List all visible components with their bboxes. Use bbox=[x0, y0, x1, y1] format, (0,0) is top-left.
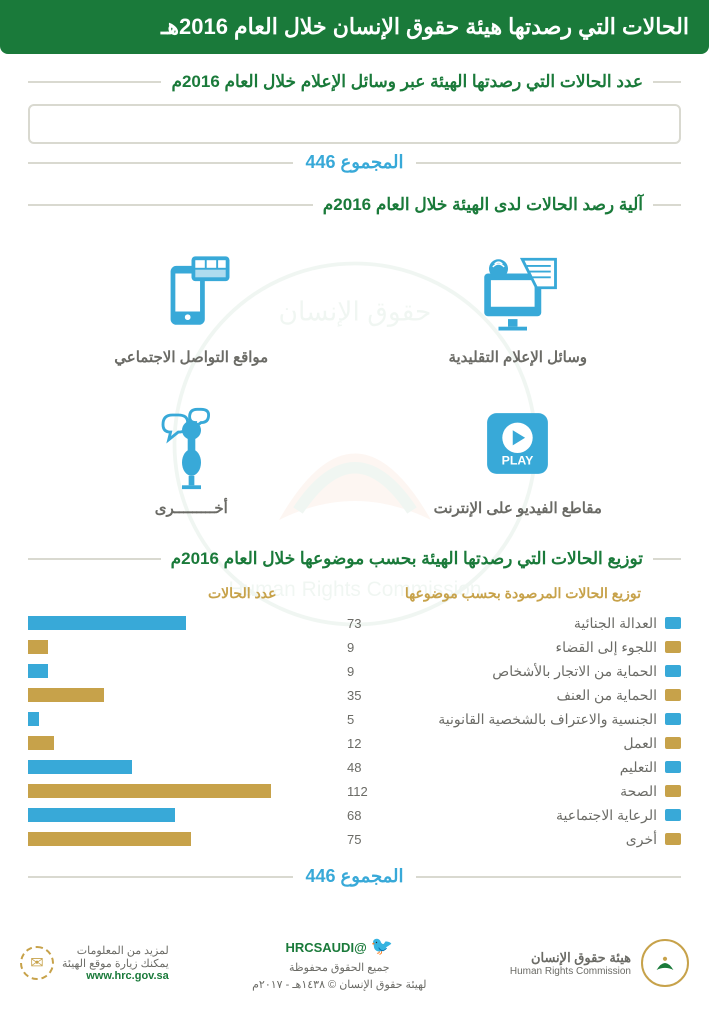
org-name-en: Human Rights Commission bbox=[510, 966, 631, 977]
section-media-count: عدد الحالات التي رصدتها الهيئة عبر وسائل… bbox=[28, 72, 681, 173]
chart-row: الجنسية والاعتراف بالشخصية القانونية 5 bbox=[28, 708, 681, 730]
website-url: www.hrc.gov.sa bbox=[62, 970, 169, 982]
bar bbox=[28, 808, 175, 822]
swatch bbox=[665, 785, 681, 797]
chart-row: اللجوء إلى القضاء 9 bbox=[28, 636, 681, 658]
footer-org: هيئة حقوق الإنسان Human Rights Commissio… bbox=[510, 939, 689, 987]
swatch bbox=[665, 761, 681, 773]
value-number: 75 bbox=[341, 832, 381, 847]
chart-row: الحماية من العنف 35 bbox=[28, 684, 681, 706]
rights-text: جميع الحقوق محفوظة bbox=[252, 960, 426, 977]
section2-title: آلية رصد الحالات لدى الهيئة خلال العام 2… bbox=[323, 195, 643, 215]
method-social-media: مواقع التواصل الاجتماعي bbox=[58, 245, 325, 366]
category-label: العدالة الجنائية bbox=[574, 615, 657, 632]
swatch bbox=[665, 689, 681, 701]
col-count: عدد الحالات bbox=[208, 585, 276, 602]
social-media-icon bbox=[144, 245, 239, 340]
distribution-chart: العدالة الجنائية73اللجوء إلى القضاء9الحم… bbox=[28, 612, 681, 858]
swatch bbox=[665, 617, 681, 629]
swatch bbox=[665, 833, 681, 845]
swatch bbox=[665, 809, 681, 821]
bar bbox=[28, 688, 104, 702]
chart-row: أخرى 75 bbox=[28, 828, 681, 850]
visit-site: يمكنك زيارة موقع الهيئة bbox=[62, 957, 169, 970]
chart-row: التعليم 48 bbox=[28, 756, 681, 778]
bar bbox=[28, 784, 271, 798]
chart-row: العمل 12 bbox=[28, 732, 681, 754]
category-label: الحماية من الاتجار بالأشخاص bbox=[492, 663, 657, 680]
header-banner: الحالات التي رصدتها هيئة حقوق الإنسان خل… bbox=[0, 0, 709, 54]
org-name-ar: هيئة حقوق الإنسان bbox=[510, 950, 631, 966]
section3-title: توزيع الحالات التي رصدتها الهيئة بحسب مو… bbox=[171, 549, 643, 569]
bar bbox=[28, 736, 54, 750]
category-label: الصحة bbox=[620, 783, 657, 800]
chart-row: الصحة 112 bbox=[28, 780, 681, 802]
swatch bbox=[665, 665, 681, 677]
value-number: 112 bbox=[341, 784, 381, 799]
globe-icon: ✉ bbox=[20, 946, 54, 980]
other-icon bbox=[144, 396, 239, 491]
bar bbox=[28, 712, 39, 726]
section1-title: عدد الحالات التي رصدتها الهيئة عبر وسائل… bbox=[171, 72, 643, 92]
value-number: 9 bbox=[341, 664, 381, 679]
value-number: 35 bbox=[341, 688, 381, 703]
empty-box bbox=[28, 104, 681, 144]
section-distribution: توزيع الحالات التي رصدتها الهيئة بحسب مو… bbox=[28, 549, 681, 887]
method-other: أخـــــــــرى bbox=[58, 396, 325, 517]
org-logo-icon bbox=[641, 939, 689, 987]
col-category: توزيع الحالات المرصودة بحسب موضوعها bbox=[405, 585, 641, 602]
value-number: 9 bbox=[341, 640, 381, 655]
swatch bbox=[665, 737, 681, 749]
org-copyright: لهيئة حقوق الإنسان © ١٤٣٨هـ - ٢٠١٧م bbox=[252, 977, 426, 994]
svg-text:PLAY: PLAY bbox=[502, 453, 535, 467]
footer-center: 🐦 @HRCSAUDI جميع الحقوق محفوظة لهيئة حقوق… bbox=[252, 933, 426, 993]
method-label: مقاطع الفيديو على الإنترنت bbox=[434, 499, 602, 517]
section3-total: المجموع 446 bbox=[305, 866, 403, 887]
value-number: 48 bbox=[341, 760, 381, 775]
bar bbox=[28, 616, 186, 630]
page-title: الحالات التي رصدتها هيئة حقوق الإنسان خل… bbox=[161, 14, 689, 39]
method-label: أخـــــــــرى bbox=[155, 499, 228, 517]
twitter-handle: @HRCSAUDI bbox=[285, 940, 366, 955]
footer-website: ✉ لمزيد من المعلومات يمكنك زيارة موقع ال… bbox=[20, 944, 169, 982]
swatch bbox=[665, 713, 681, 725]
category-label: التعليم bbox=[620, 759, 657, 776]
bar bbox=[28, 640, 48, 654]
bar bbox=[28, 664, 48, 678]
chart-row: الرعاية الاجتماعية 68 bbox=[28, 804, 681, 826]
category-label: الرعاية الاجتماعية bbox=[556, 807, 657, 824]
category-label: الحماية من العنف bbox=[556, 687, 657, 704]
bar bbox=[28, 832, 191, 846]
footer: هيئة حقوق الإنسان Human Rights Commissio… bbox=[0, 919, 709, 1011]
chart-row: الحماية من الاتجار بالأشخاص 9 bbox=[28, 660, 681, 682]
category-label: اللجوء إلى القضاء bbox=[556, 639, 657, 656]
value-number: 68 bbox=[341, 808, 381, 823]
method-label: وسائل الإعلام التقليدية bbox=[448, 348, 587, 366]
traditional-media-icon bbox=[470, 245, 565, 340]
section-methods: آلية رصد الحالات لدى الهيئة خلال العام 2… bbox=[28, 195, 681, 527]
more-info: لمزيد من المعلومات bbox=[62, 944, 169, 957]
chart-row: العدالة الجنائية 73 bbox=[28, 612, 681, 634]
bar bbox=[28, 760, 132, 774]
twitter-icon: 🐦 bbox=[371, 936, 393, 956]
category-label: الجنسية والاعتراف بالشخصية القانونية bbox=[438, 711, 657, 728]
value-number: 12 bbox=[341, 736, 381, 751]
value-number: 5 bbox=[341, 712, 381, 727]
section1-total: المجموع 446 bbox=[305, 152, 403, 173]
method-label: مواقع التواصل الاجتماعي bbox=[114, 348, 268, 366]
method-traditional-media: وسائل الإعلام التقليدية bbox=[385, 245, 652, 366]
swatch bbox=[665, 641, 681, 653]
category-label: أخرى bbox=[626, 831, 657, 848]
category-label: العمل bbox=[623, 735, 657, 752]
online-video-icon: PLAY bbox=[470, 396, 565, 491]
value-number: 73 bbox=[341, 616, 381, 631]
method-online-video: PLAY مقاطع الفيديو على الإنترنت bbox=[385, 396, 652, 517]
